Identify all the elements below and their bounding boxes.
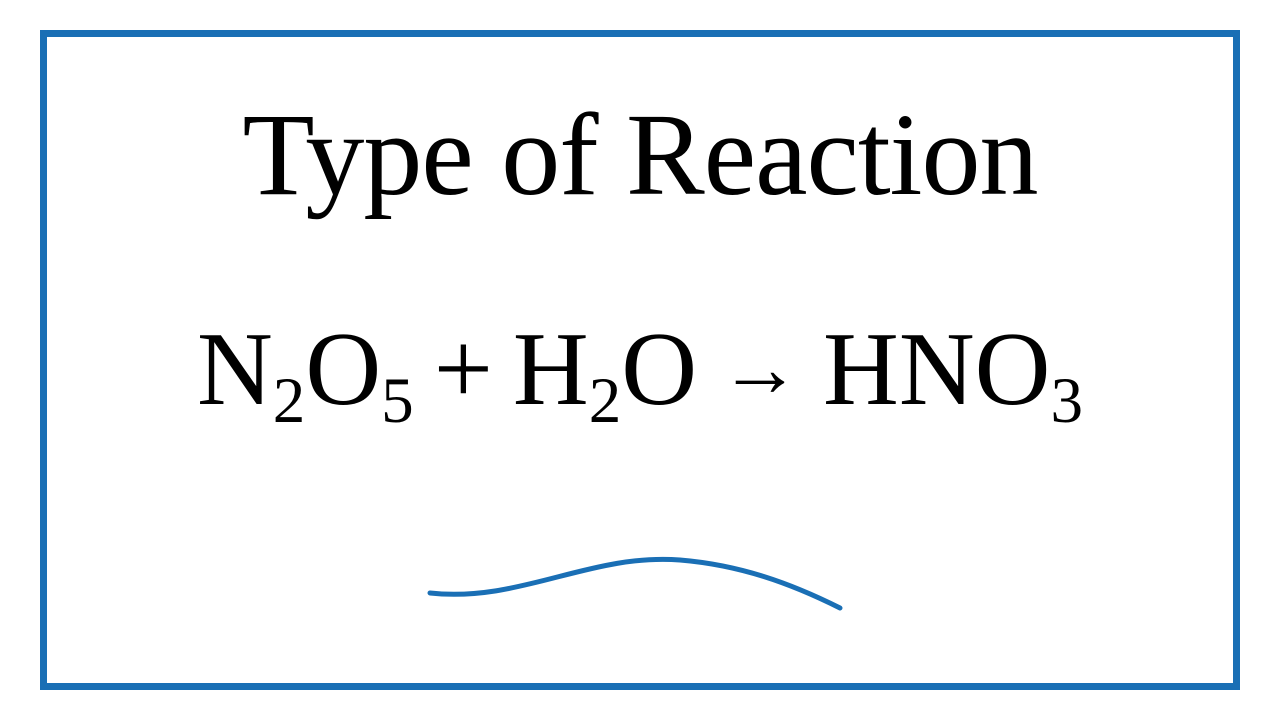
- element-h: H: [513, 308, 589, 429]
- element-o-b: O: [621, 308, 697, 429]
- product-1: H N O 3: [823, 308, 1083, 429]
- element-h-p: H: [823, 308, 899, 429]
- chemical-equation: N 2 O 5 + H 2 O → H N O 3: [197, 308, 1083, 429]
- element-o-p: O: [975, 308, 1051, 429]
- content-frame: Type of Reaction N 2 O 5 + H 2 O → H N O…: [40, 30, 1240, 690]
- subscript-3: 3: [1051, 364, 1084, 439]
- subscript-5: 5: [381, 364, 414, 439]
- title-text: Type of Reaction: [243, 87, 1038, 223]
- element-n-p: N: [899, 308, 975, 429]
- subscript-2: 2: [273, 364, 306, 439]
- squiggle-decoration: [420, 538, 860, 628]
- element-o: O: [305, 308, 381, 429]
- reactant-2: H 2 O: [513, 308, 697, 429]
- subscript-2b: 2: [589, 364, 622, 439]
- reactant-1: N 2 O 5: [197, 308, 414, 429]
- element-n: N: [197, 308, 273, 429]
- squiggle-path: [430, 559, 840, 608]
- arrow-icon: →: [719, 322, 801, 416]
- plus-operator: +: [434, 308, 493, 429]
